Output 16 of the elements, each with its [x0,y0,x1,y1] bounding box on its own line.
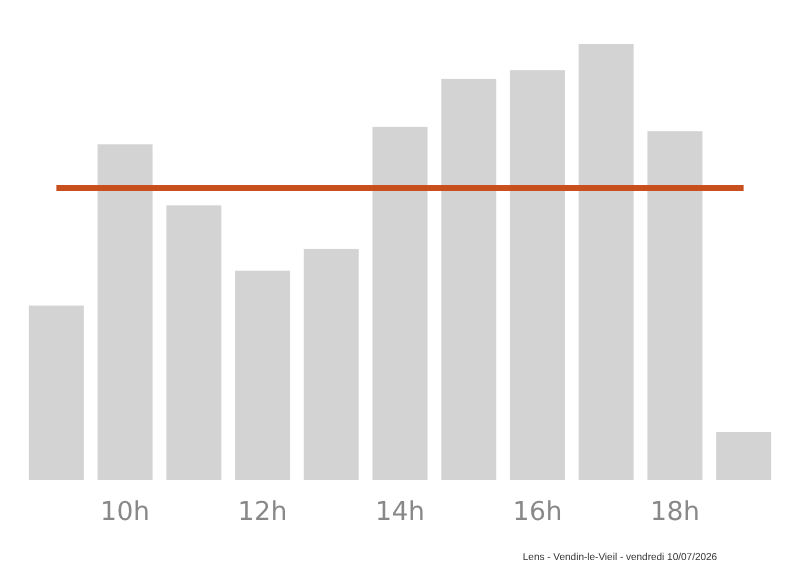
bar [647,131,703,480]
x-tick-label: 14h [375,498,425,528]
x-tick-label: 12h [237,498,288,528]
x-tick-label: 16h [512,498,563,528]
bar [235,270,291,480]
bar [28,305,84,480]
bar [716,432,772,480]
x-tick-label: 18h [650,498,700,528]
bar [578,44,634,480]
bar [509,70,565,480]
bar [441,78,497,480]
bar [97,144,153,480]
x-tick-label: 10h [100,498,150,528]
bar [166,205,222,480]
bar [372,126,428,480]
bar [303,248,359,480]
